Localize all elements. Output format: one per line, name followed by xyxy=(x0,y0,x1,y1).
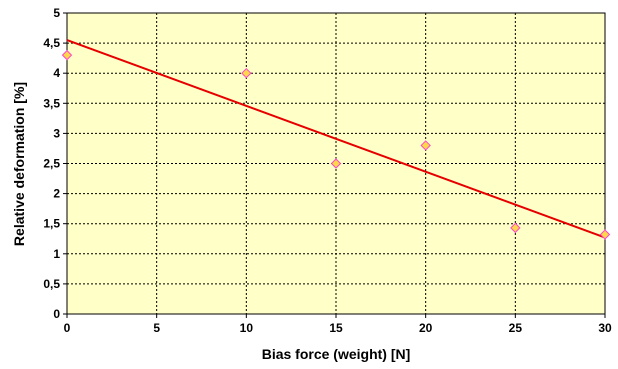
x-tick-label: 25 xyxy=(509,321,523,335)
data-point xyxy=(420,140,431,151)
y-tick-label: 2 xyxy=(53,187,60,201)
y-tick-label: 1 xyxy=(53,247,60,261)
x-tick-label: 5 xyxy=(153,321,160,335)
grid-lines xyxy=(67,13,605,314)
x-tick-label: 20 xyxy=(419,321,433,335)
data-point xyxy=(330,158,342,169)
data-points xyxy=(61,49,611,240)
x-tick-label: 0 xyxy=(64,321,71,335)
y-tick-label: 5 xyxy=(53,6,60,20)
y-tick-label: 3 xyxy=(53,126,60,140)
y-axis-title: Relative deformation [%] xyxy=(11,82,27,246)
y-tick-label: 4,5 xyxy=(43,36,60,50)
data-point xyxy=(61,49,73,61)
x-axis-ticks: 0 5 10 15 20 25 30 xyxy=(64,314,612,335)
x-axis-title: Bias force (weight) [N] xyxy=(262,346,411,362)
y-tick-label: 2,5 xyxy=(43,157,60,171)
data-point xyxy=(241,67,252,79)
y-axis-ticks: 0 0,5 1 1,5 2 2,5 3 3,5 4 4,5 5 xyxy=(43,6,67,321)
x-tick-label: 30 xyxy=(598,321,612,335)
y-tick-label: 1,5 xyxy=(43,217,60,231)
x-tick-label: 15 xyxy=(329,321,343,335)
trendline xyxy=(66,39,606,239)
y-tick-label: 4 xyxy=(53,66,60,80)
data-point xyxy=(599,229,611,240)
y-tick-label: 0,5 xyxy=(43,277,60,291)
data-point xyxy=(510,222,521,234)
x-tick-label: 10 xyxy=(240,321,254,335)
trendline-group xyxy=(66,39,606,239)
y-tick-label: 3,5 xyxy=(43,96,60,110)
y-tick-label: 0 xyxy=(53,307,60,321)
